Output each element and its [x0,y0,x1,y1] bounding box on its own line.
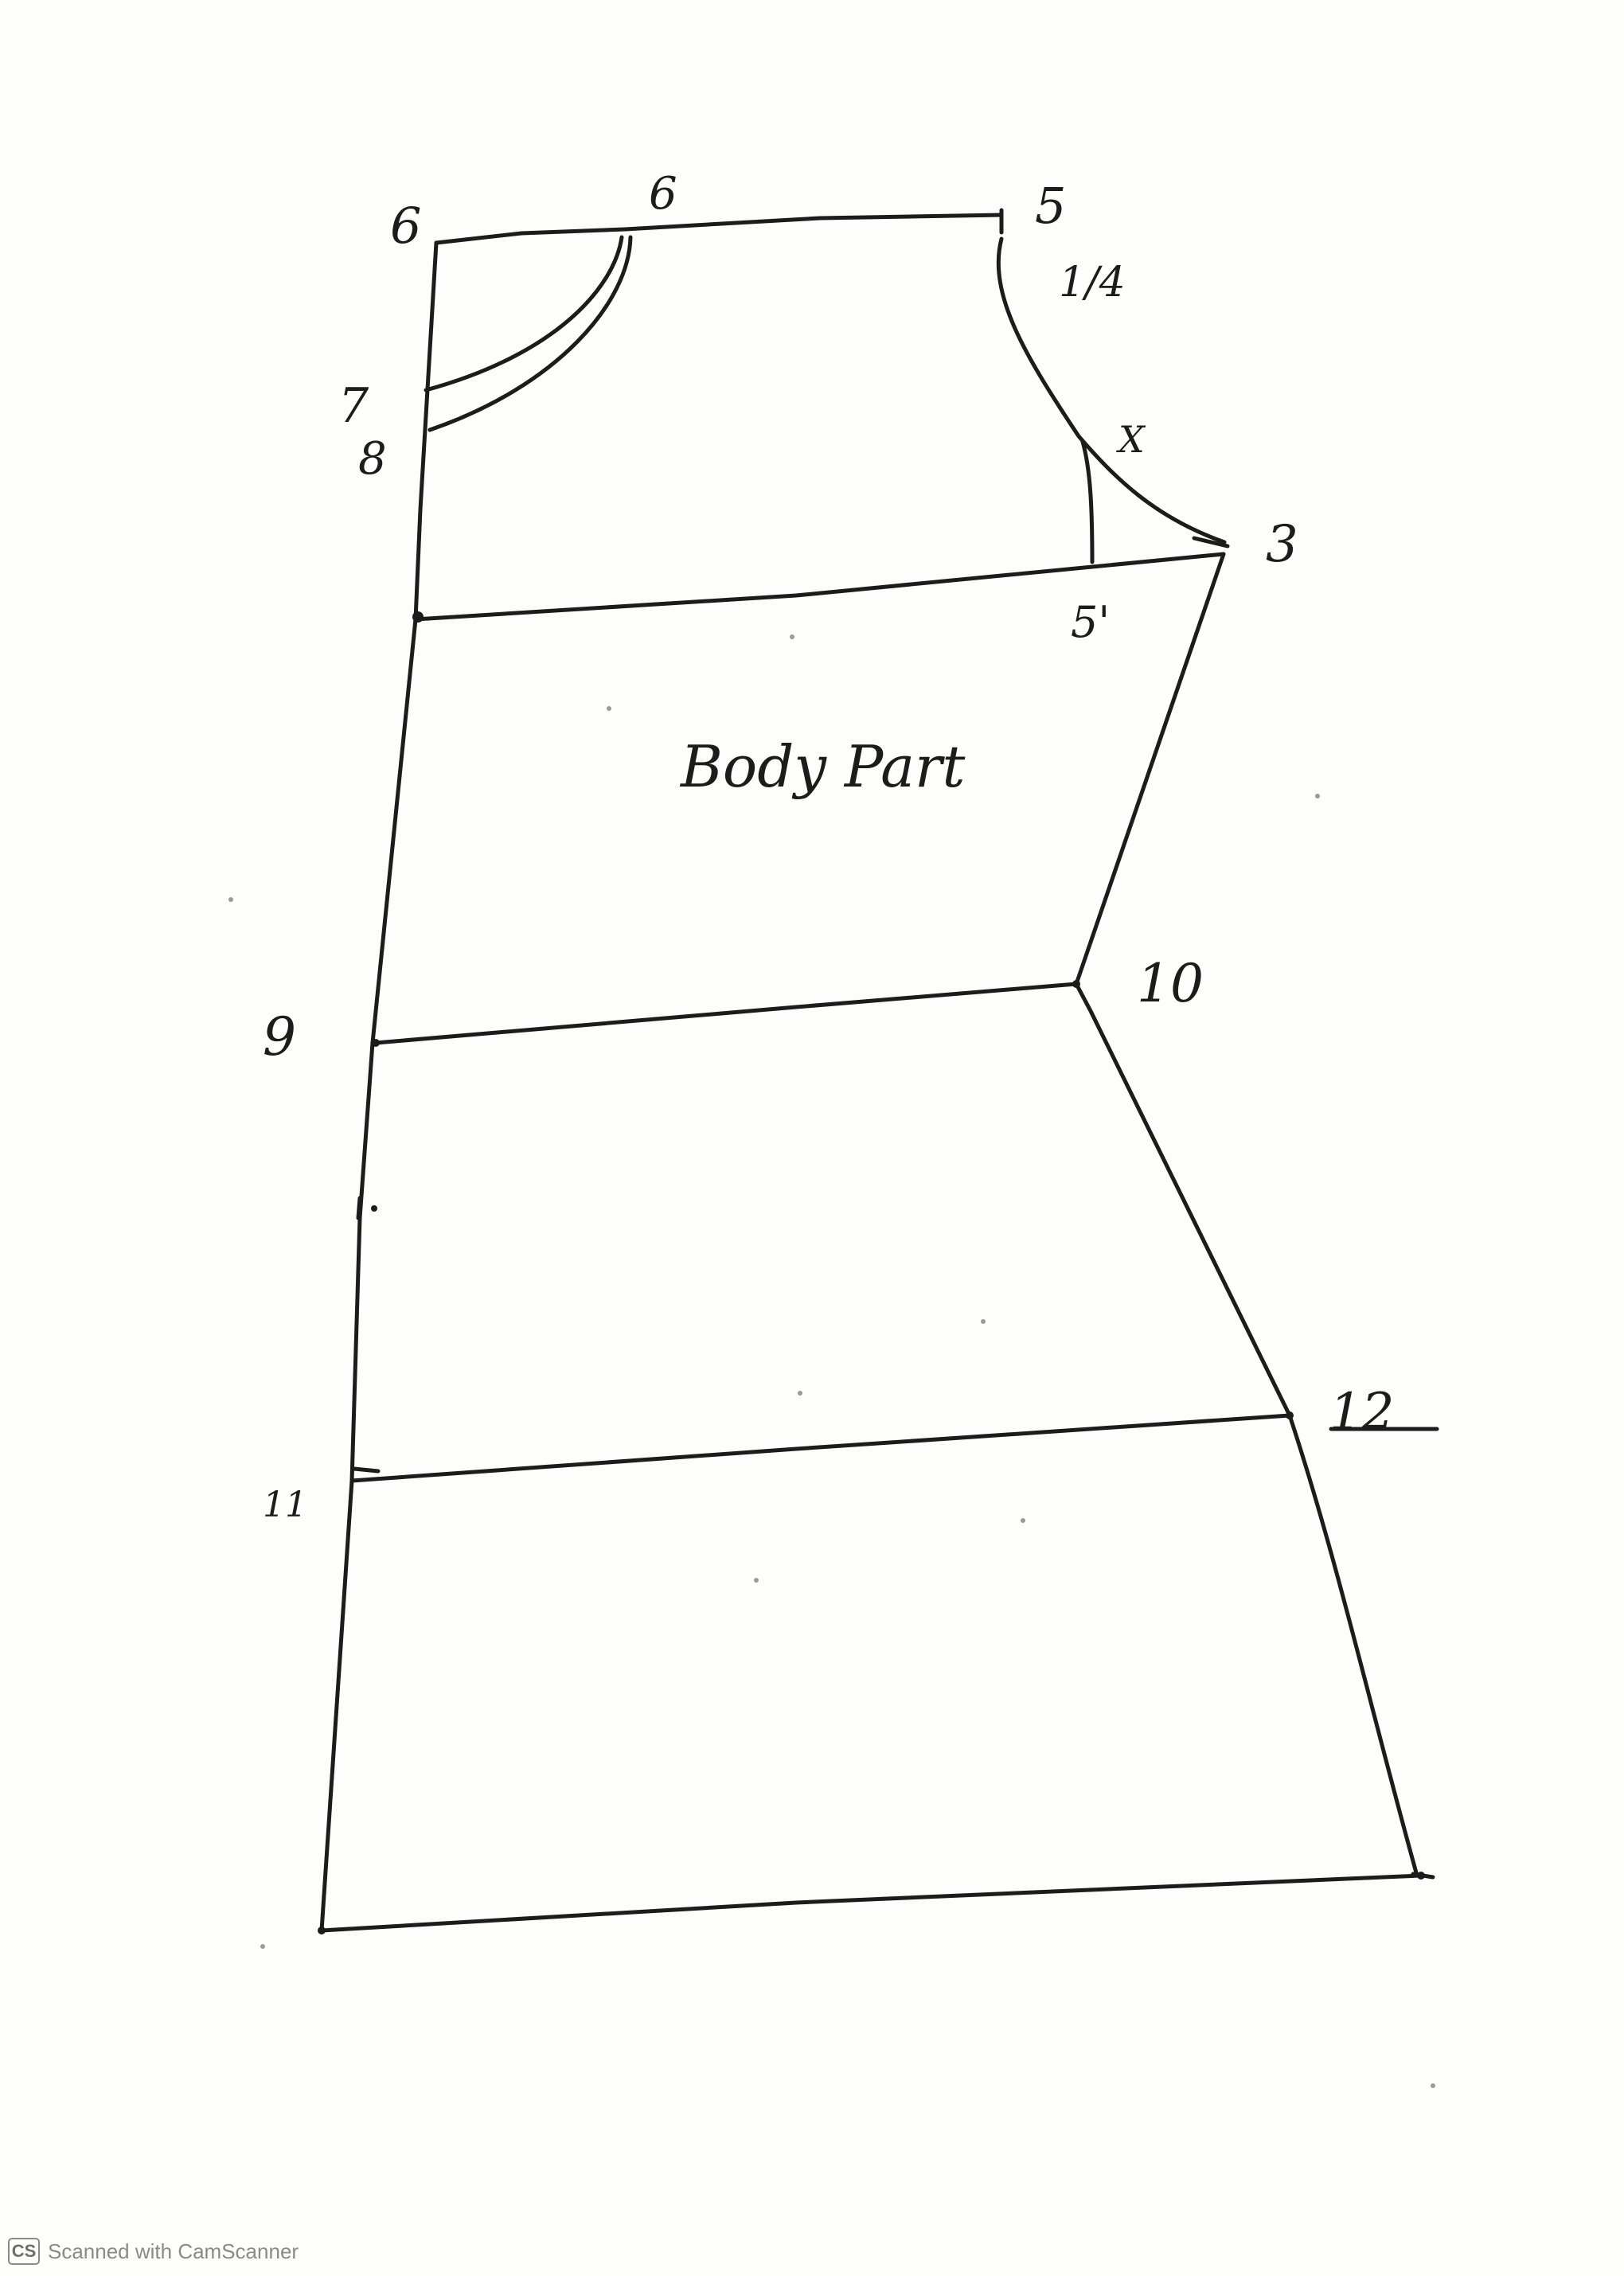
marker-dot-chest [412,611,424,623]
paper-speck [228,897,233,902]
label-x: X [1116,418,1146,461]
label-11: 11 [263,1485,307,1525]
label-6-left: 6 [390,197,421,255]
scanner-watermark: CS Scanned with CamScanner [8,2235,299,2267]
label-5: 5 [1035,177,1066,235]
marker-dot-bottom-left [318,1927,326,1934]
label-3: 3 [1266,515,1298,574]
diagram-title: Body Part [679,733,966,800]
camscanner-logo: CS [8,2238,40,2265]
hip-line [349,1413,1292,1483]
label-quarter: 1/4 [1059,259,1126,306]
hem-line [319,1873,1423,1933]
right-side-middle [1074,982,1292,1418]
marker-dot-10 [1072,980,1080,988]
marker-dot-12 [1286,1411,1294,1419]
top-edge [434,213,1004,245]
paper-speck [1431,2083,1435,2088]
marker-dot-9 [372,1039,380,1047]
paper-speck [1021,1518,1025,1523]
chest-line [413,552,1226,622]
waist-line [373,982,1079,1045]
paper-speck [981,1319,986,1324]
neck-curve-inner [427,235,633,432]
left-side-line [319,240,439,1933]
marker-dot-mid-left [371,1205,377,1212]
label-12: 12 [1329,1383,1394,1442]
paper-speck [798,1391,802,1396]
paper-speck [790,634,794,639]
point-3-mark [1192,536,1230,549]
paper-speck [1315,794,1320,798]
paper-speck [754,1578,759,1583]
label-9: 9 [263,1006,296,1068]
label-10: 10 [1137,953,1204,1014]
marker-dot-bottom-right [1417,1872,1425,1880]
paper-speck [260,1944,265,1949]
label-5-prime: 5' [1071,597,1110,647]
armhole-curve [996,236,1227,545]
label-7: 7 [338,378,369,434]
armhole-inner-curve [1080,439,1095,564]
label-6-top: 6 [649,168,677,220]
label-8: 8 [358,433,387,485]
neck-curve-outer [424,235,624,392]
right-side-upper [1074,552,1226,986]
right-side-lower [1287,1413,1419,1878]
paper-speck [607,706,611,711]
marker-line-mid-left [356,1196,362,1220]
hip-left-tick [352,1466,381,1474]
scanner-text: Scanned with CamScanner [48,2239,299,2263]
